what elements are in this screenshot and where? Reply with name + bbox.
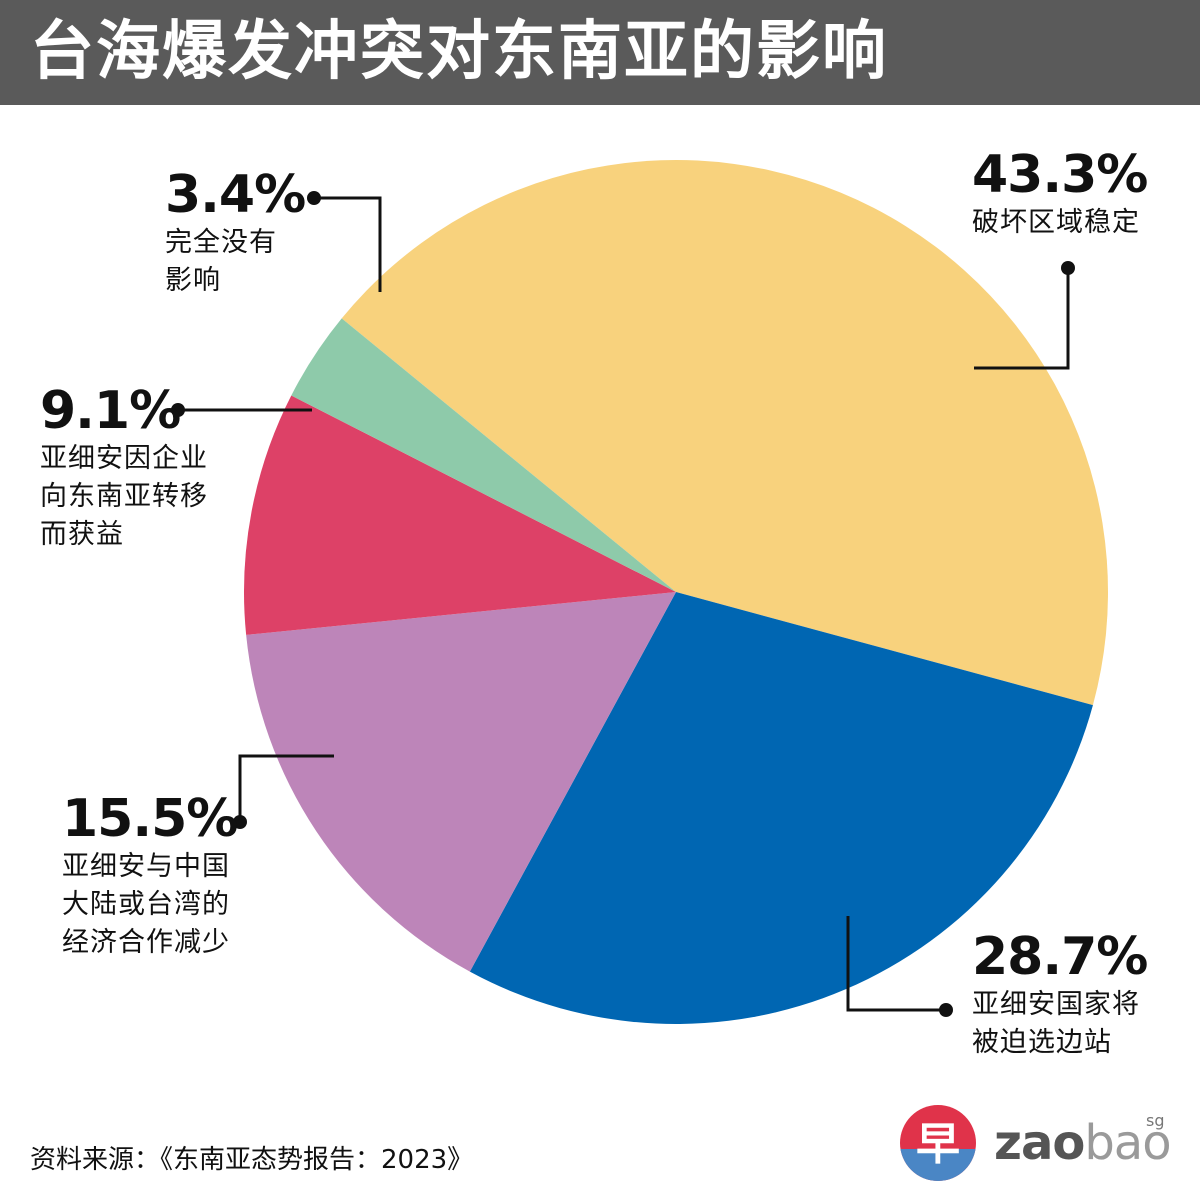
slice-label-benefit: 9.1% 亚细安因企业 向东南亚转移 而获益 [40, 382, 208, 554]
slice-desc-line: 亚细安国家将 [972, 989, 1140, 1020]
logo-wordmark: zaobao [994, 1115, 1172, 1171]
slice-desc-line: 亚细安与中国 [62, 851, 230, 882]
title-bar: 台海爆发冲突对东南亚的影响 [0, 0, 1200, 105]
pie-slice-regional-stability [341, 159, 1109, 706]
source-note: 资料来源：《东南亚态势报告：2023》 [30, 1145, 474, 1175]
logo-bao: bao [1084, 1115, 1171, 1171]
pie-slice-benefit [244, 395, 676, 635]
slice-desc-line: 影响 [165, 265, 221, 296]
slice-desc-line: 向东南亚转移 [40, 481, 208, 512]
pie-slice-choose-sides [469, 592, 1093, 1025]
leader-line-no-impact [314, 196, 382, 292]
slice-desc-line: 经济合作减少 [62, 927, 230, 958]
chart-title: 台海爆发冲突对东南亚的影响 [30, 15, 888, 89]
slice-desc-line: 而获益 [40, 519, 124, 550]
pie-slice-economic-cooperation [246, 592, 676, 972]
slice-label-regional-stability: 43.3% 破坏区域稳定 [972, 145, 1148, 242]
slice-desc-line: 大陆或台湾的 [62, 889, 230, 920]
leader-line-regional-stability [974, 268, 1070, 370]
leader-dot-economic-cooperation [233, 815, 247, 829]
slice-percent: 15.5% [62, 789, 238, 849]
slice-percent: 43.3% [972, 145, 1148, 205]
leader-dot-benefit [171, 403, 185, 417]
slice-desc-line: 破坏区域稳定 [972, 207, 1140, 238]
leader-dot-regional-stability [1061, 261, 1075, 275]
pie-slice-no-impact [291, 318, 676, 592]
slice-percent: 28.7% [972, 927, 1148, 987]
logo-zao: zao [994, 1115, 1085, 1171]
slice-desc-line: 亚细安因企业 [40, 443, 208, 474]
zaobao-logo-icon: 早 [900, 1105, 976, 1181]
leader-line-choose-sides [846, 916, 946, 1012]
leader-dot-no-impact [307, 191, 321, 205]
slice-label-choose-sides: 28.7% 亚细安国家将 被迫选边站 [972, 927, 1148, 1062]
zaobao-logo[interactable]: 早 zaobao sg [898, 1103, 1172, 1188]
slice-percent: 3.4% [165, 165, 306, 225]
logo-glyph: 早 [916, 1119, 960, 1170]
leader-dot-choose-sides [939, 1003, 953, 1017]
slice-percent: 9.1% [40, 381, 181, 441]
slice-desc-line: 被迫选边站 [972, 1027, 1112, 1058]
leader-line-economic-cooperation [238, 754, 334, 822]
logo-sg: sg [1146, 1111, 1165, 1130]
slice-label-economic-cooperation: 15.5% 亚细安与中国 大陆或台湾的 经济合作减少 [62, 789, 238, 962]
slice-desc-line: 完全没有 [165, 227, 277, 258]
slice-label-no-impact: 3.4% 完全没有 影响 [165, 165, 306, 300]
